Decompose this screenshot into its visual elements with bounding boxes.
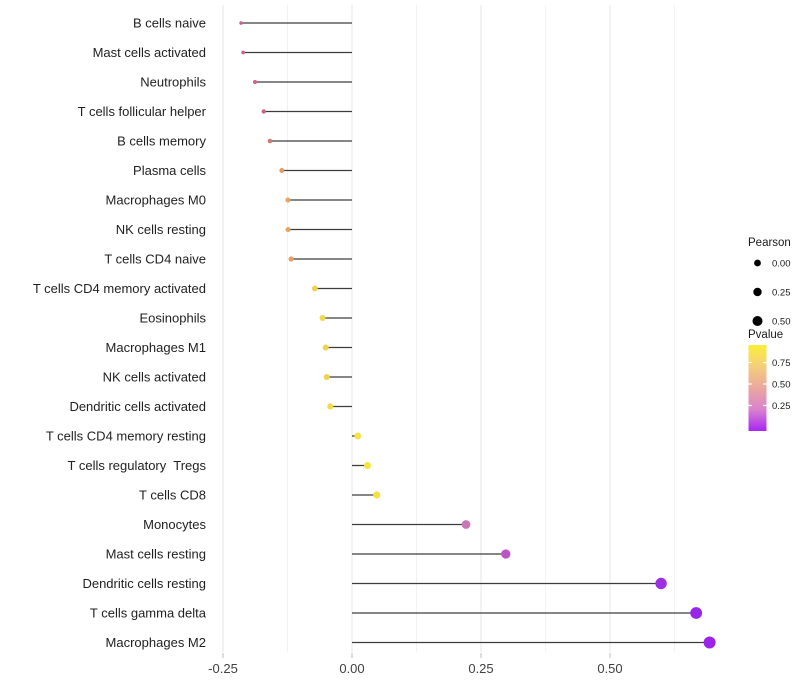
- lollipop-point: [279, 168, 285, 173]
- y-axis-label: T cells CD4 memory activated: [33, 281, 206, 296]
- lollipop-point: [261, 109, 266, 114]
- color-legend-tick-label: 0.25: [772, 401, 791, 412]
- pvalue-gradient-bar: [748, 345, 767, 431]
- lollipop-point: [288, 256, 294, 262]
- x-axis-tick-label: -0.25: [208, 661, 238, 676]
- lollipop-point: [354, 432, 362, 440]
- lollipop-point: [323, 373, 330, 381]
- lollipop-point: [690, 607, 703, 619]
- y-axis-label: Macrophages M1: [106, 340, 206, 355]
- lollipop-point: [285, 197, 291, 203]
- size-legend-label: 0.50: [772, 317, 791, 328]
- y-axis-label: Mast cells resting: [106, 547, 206, 562]
- y-axis-label: Dendritic cells activated: [69, 399, 206, 414]
- y-axis-label: T cells regulatory Tregs: [68, 458, 207, 473]
- y-axis-label: Macrophages M0: [106, 193, 206, 208]
- lollipop-point: [319, 315, 326, 321]
- lollipop-point: [239, 21, 243, 25]
- y-axis-label: Dendritic cells resting: [82, 576, 206, 591]
- lollipop-rows: B cells naive Mast cells activated Neutrop…: [33, 16, 716, 650]
- x-axis-tick-label: 0.50: [597, 661, 622, 676]
- y-axis-label: NK cells activated: [103, 370, 206, 385]
- lollipop-point: [241, 50, 245, 55]
- lollipop-point: [373, 491, 381, 499]
- y-axis-label: Monocytes: [143, 517, 206, 532]
- color-legend-tick-label: 0.50: [772, 380, 791, 391]
- lollipop-point: [311, 285, 318, 292]
- y-axis-label: NK cells resting: [116, 222, 206, 237]
- y-axis-label: T cells CD8: [139, 488, 206, 503]
- lollipop-point: [703, 636, 716, 649]
- size-legend-dot: [754, 259, 761, 267]
- y-axis-label: T cells CD4 naive: [104, 252, 206, 267]
- x-axis: -0.25 0.00 0.25 0.50: [208, 653, 623, 676]
- lollipop-point: [267, 138, 273, 144]
- lollipop-point: [252, 79, 258, 85]
- y-axis-label: T cells gamma delta: [90, 606, 207, 621]
- size-legend-dot: [753, 287, 762, 297]
- lollipop-point: [364, 462, 371, 469]
- x-axis-tick-label: 0.25: [468, 661, 493, 676]
- x-axis-tick-label: 0.00: [339, 661, 364, 676]
- lollipop-point: [501, 549, 511, 559]
- lollipop-point: [327, 403, 334, 410]
- y-axis-label: Neutrophils: [140, 75, 206, 90]
- y-axis-label: T cells follicular helper: [78, 104, 207, 119]
- color-legend-tick-label: 0.75: [772, 358, 791, 369]
- lollipop-point: [461, 520, 471, 529]
- y-axis-label: Mast cells activated: [93, 45, 206, 60]
- y-axis-label: Macrophages M2: [106, 635, 206, 650]
- size-legend-title: Pearson: [748, 237, 791, 249]
- lollipop-point: [322, 344, 329, 351]
- y-axis-label: Plasma cells: [133, 163, 206, 178]
- size-legend-dot: [752, 316, 763, 326]
- color-legend-title: Pvalue: [748, 329, 783, 341]
- size-legend-label: 0.25: [772, 288, 791, 299]
- size-legend-label: 0.00: [772, 259, 791, 270]
- y-axis-label: Eosinophils: [140, 311, 207, 326]
- y-axis-label: B cells naive: [133, 16, 206, 31]
- lollipop-point: [655, 577, 667, 590]
- gridlines: [222, 5, 675, 652]
- y-axis-label: B cells memory: [117, 134, 206, 149]
- lollipop-point: [285, 226, 291, 233]
- y-axis-label: T cells CD4 memory resting: [46, 429, 206, 444]
